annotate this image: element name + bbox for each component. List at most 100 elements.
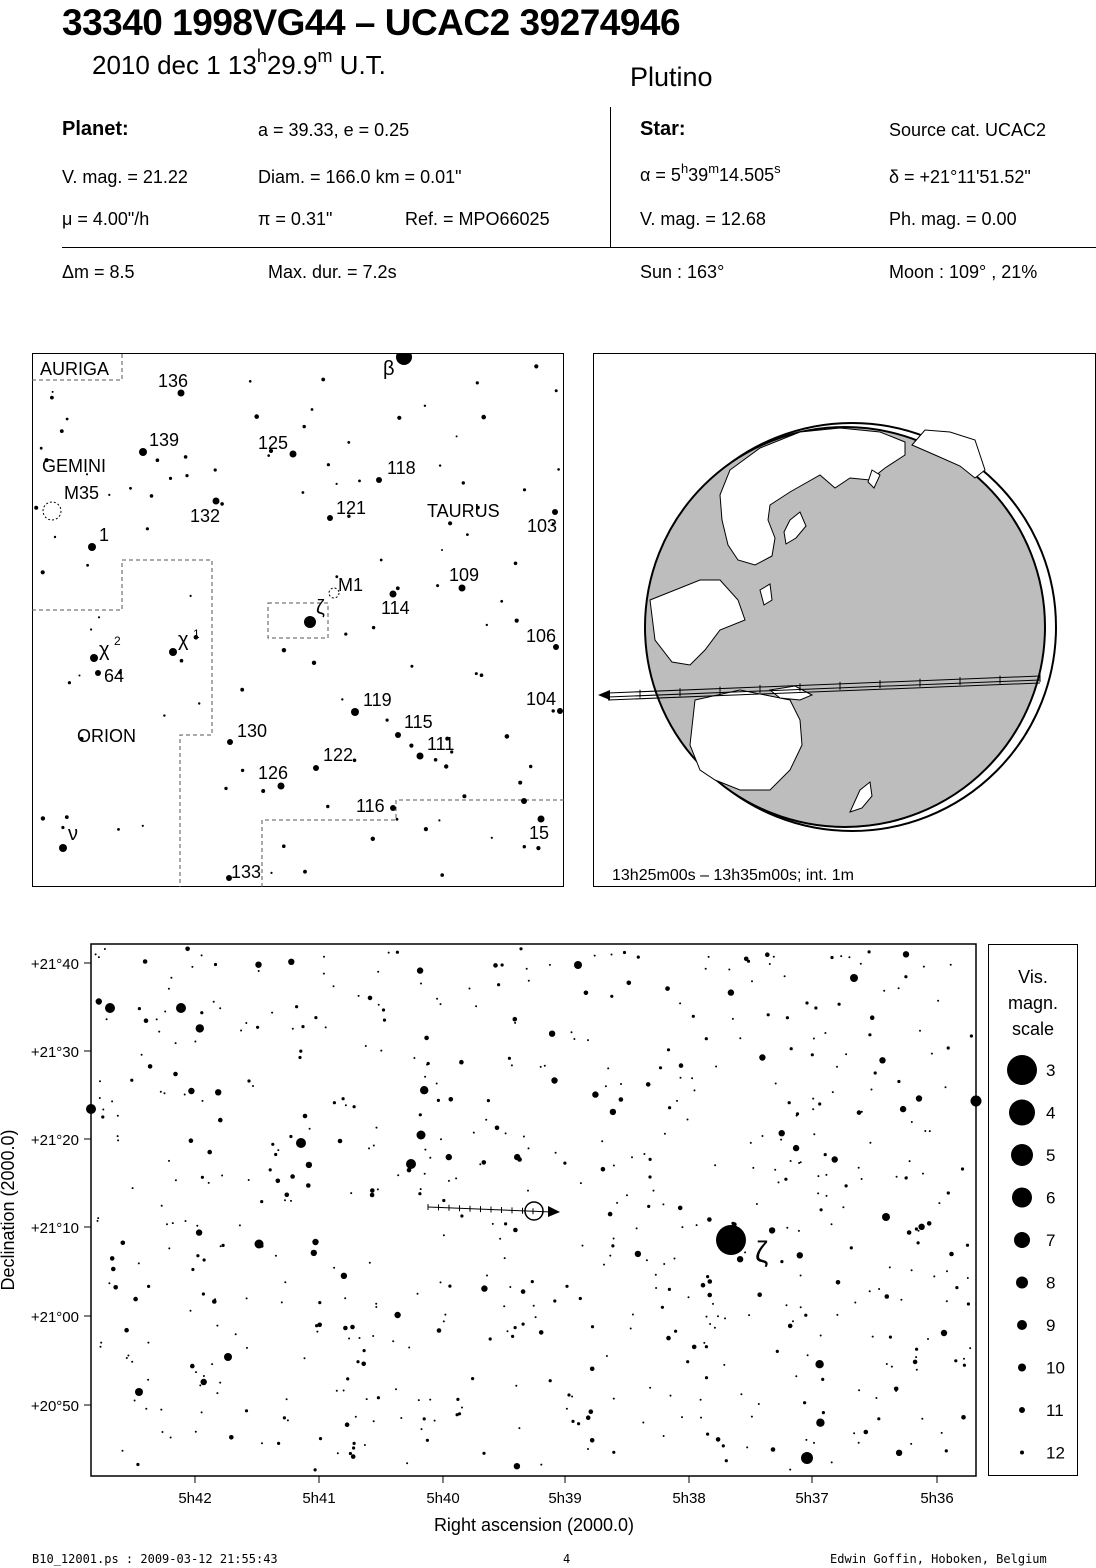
field-star	[679, 1076, 682, 1079]
field-star	[196, 1254, 200, 1258]
zeta-tau-star	[716, 1225, 746, 1255]
field-star	[113, 1285, 118, 1290]
field-star	[888, 1266, 891, 1269]
finder-stars	[33, 352, 563, 881]
field-star	[705, 1315, 708, 1318]
scale-mag-label: 3	[1046, 1061, 1055, 1080]
star-right-ascension: α = 5h39m14.505s	[640, 161, 781, 186]
finder-star-faint	[554, 388, 558, 392]
field-star	[200, 1411, 203, 1414]
finder-star-faint	[325, 804, 329, 808]
ra-tick-label: 5h41	[302, 1490, 335, 1507]
field-star	[219, 1381, 222, 1384]
field-star	[567, 1393, 571, 1397]
field-star	[830, 955, 834, 960]
field-star	[510, 1064, 513, 1067]
field-star	[960, 1167, 965, 1171]
field-star	[255, 961, 262, 968]
field-star	[728, 968, 731, 971]
field-star-bright	[224, 1353, 232, 1361]
field-star	[888, 1335, 893, 1339]
finder-star	[303, 615, 316, 628]
field-star	[354, 1415, 357, 1418]
field-star	[504, 1132, 507, 1135]
field-star	[727, 989, 735, 996]
field-star	[408, 1346, 411, 1349]
field-star	[645, 1082, 651, 1087]
field-star	[350, 1324, 355, 1330]
field-star	[486, 1274, 488, 1277]
field-star	[375, 1126, 378, 1129]
finder-star	[375, 476, 382, 483]
field-star	[585, 1415, 591, 1420]
zeta-label: ζ	[755, 1236, 768, 1269]
field-star	[460, 1214, 464, 1218]
field-star	[488, 1337, 492, 1341]
finder-star-faint	[449, 749, 453, 754]
field-star	[97, 1217, 100, 1220]
field-star	[436, 1098, 440, 1102]
field-star	[245, 1297, 248, 1300]
field-star	[200, 954, 203, 957]
field-star	[744, 1251, 747, 1254]
field-star	[497, 983, 501, 987]
field-star	[268, 1168, 272, 1172]
field-star	[817, 1192, 820, 1195]
field-star	[174, 1042, 177, 1045]
finder-star-faint	[533, 363, 538, 368]
field-star	[219, 1245, 222, 1248]
field-star	[539, 1065, 542, 1068]
field-star	[704, 1037, 708, 1041]
ra-minute-unit: m	[708, 161, 720, 176]
field-star	[440, 1138, 442, 1141]
field-star	[424, 1035, 429, 1041]
field-star	[145, 1407, 148, 1410]
event-date: 2010 dec 1 13h29.9m U.T.	[92, 46, 386, 81]
field-star	[962, 1363, 967, 1367]
field-star	[420, 982, 422, 985]
finder-star-faint	[179, 658, 183, 662]
target-star-circle	[524, 1201, 544, 1221]
dec-tick-label: +20°50	[31, 1398, 79, 1415]
field-star	[102, 1108, 105, 1111]
field-star	[174, 1179, 177, 1182]
field-star	[916, 1241, 920, 1245]
field-star	[116, 1135, 119, 1138]
field-star	[904, 975, 908, 979]
finder-star-faint	[474, 671, 478, 675]
field-star	[717, 1315, 719, 1318]
field-star	[245, 1022, 248, 1024]
field-star	[854, 1301, 857, 1304]
field-star	[622, 950, 627, 955]
finder-star-faint	[85, 472, 88, 475]
field-star	[789, 1468, 792, 1471]
planet-parallax: π = 0.31"	[258, 209, 333, 229]
finder-star-faint	[379, 558, 383, 561]
field-star	[686, 1360, 690, 1364]
field-star	[870, 1088, 873, 1091]
field-star	[548, 1379, 552, 1383]
scale-mag-label: 8	[1046, 1273, 1055, 1292]
field-star	[418, 1192, 422, 1196]
field-star	[475, 1005, 478, 1008]
field-star	[910, 1442, 913, 1445]
new-zealand-land	[848, 780, 873, 813]
field-star	[868, 1033, 872, 1037]
field-star	[305, 1161, 313, 1169]
finder-star	[389, 804, 396, 811]
finder-star-faint	[49, 395, 54, 399]
field-star	[413, 1057, 416, 1059]
label-122: 122	[323, 745, 353, 765]
field-star	[736, 1256, 744, 1263]
field-star	[274, 1152, 278, 1157]
field-star	[98, 1097, 101, 1099]
field-star	[361, 1361, 367, 1367]
field-star-bright	[416, 1130, 426, 1140]
field-star	[370, 1188, 375, 1193]
field-star	[631, 1313, 634, 1316]
field-star	[883, 989, 886, 992]
label-104: 104	[526, 689, 556, 709]
field-star	[343, 1325, 348, 1331]
finder-star-faint	[260, 788, 265, 793]
field-star	[928, 1130, 931, 1133]
